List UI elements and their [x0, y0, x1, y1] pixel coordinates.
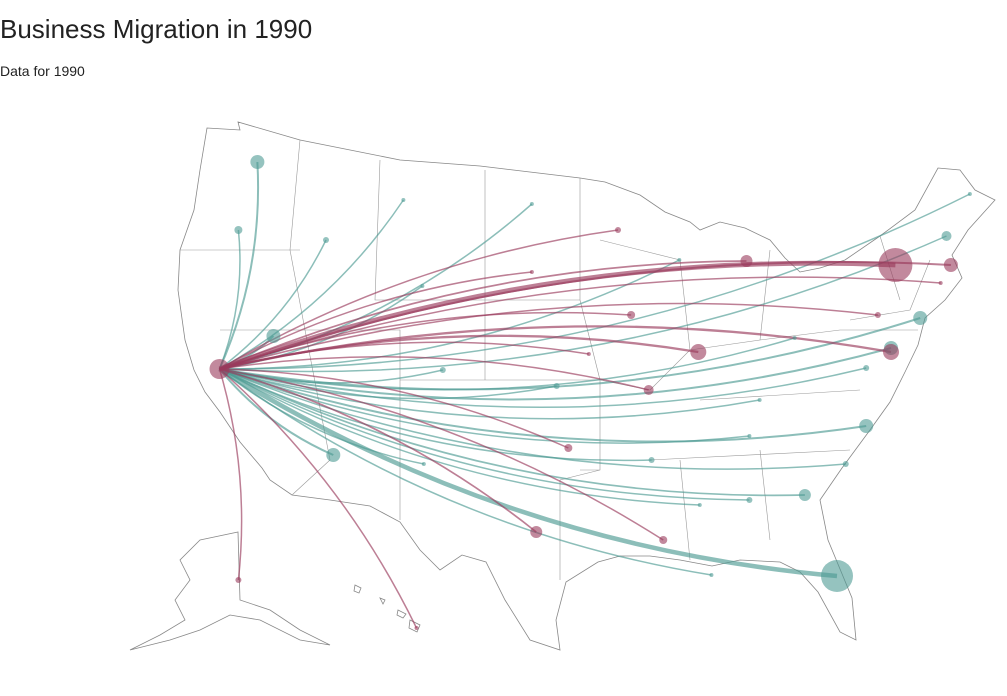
flow-line-39: [219, 260, 951, 370]
flow-endpoint-16: [746, 497, 753, 503]
flow-line-3: [219, 239, 327, 370]
flow-endpoint-21: [863, 365, 870, 371]
flow-line-40: [219, 325, 892, 371]
alaska-outline: [129, 531, 331, 651]
flow-line-14: [219, 368, 846, 470]
flow-endpoint-15: [798, 489, 811, 501]
flow-lines: [218, 161, 971, 629]
flow-endpoint-32: [659, 536, 668, 544]
flow-endpoint-23: [913, 311, 928, 325]
flow-line-16: [219, 368, 750, 501]
flow-endpoint-28: [235, 577, 242, 583]
flow-endpoint-40: [883, 344, 900, 360]
flow-line-30: [219, 368, 537, 533]
flow-endpoint-39: [943, 258, 958, 272]
flow-endpoint-36: [615, 227, 621, 233]
page-title: Business Migration in 1990: [0, 14, 313, 44]
flow-line-15: [219, 368, 805, 497]
flow-line-44: [219, 341, 589, 370]
flow-line-31: [219, 368, 569, 449]
flow-endpoint-30: [530, 526, 543, 538]
flow-line-29: [219, 368, 418, 629]
flow-endpoint-44: [586, 352, 591, 356]
flow-endpoint-42: [938, 281, 943, 285]
flow-endpoint-9: [421, 462, 426, 466]
flow-endpoint-35: [627, 311, 636, 319]
flow-endpoint-5: [529, 202, 534, 206]
hub-circle: [209, 359, 230, 379]
flow-endpoint-2: [266, 329, 281, 343]
flow-endpoint-25: [967, 192, 972, 196]
flow-line-43: [219, 271, 532, 370]
flow-endpoint-31: [564, 444, 573, 452]
flow-endpoint-27: [792, 336, 797, 340]
flow-endpoint-19: [821, 560, 853, 592]
flow-endpoint-7: [439, 367, 446, 373]
flow-line-27: [219, 337, 795, 391]
flow-line-22: [219, 347, 892, 401]
flow-endpoints: [209, 155, 972, 630]
flow-endpoint-12: [747, 434, 752, 438]
flow-line-0: [218, 161, 260, 370]
page-subtitle: Data for 1990: [0, 63, 85, 79]
flow-line-23: [219, 317, 921, 391]
flow-endpoint-26: [677, 258, 682, 262]
flow-line-25: [219, 193, 971, 370]
hawaii-outline: [353, 584, 421, 633]
flow-endpoint-8: [326, 448, 341, 462]
flow-endpoint-14: [842, 461, 849, 467]
flow-endpoint-11: [648, 457, 655, 463]
flow-line-42: [219, 276, 941, 370]
flow-line-24: [219, 235, 947, 373]
flow-endpoint-13: [859, 419, 874, 433]
flow-line-17: [219, 368, 700, 506]
flow-line-32: [219, 368, 664, 541]
flow-line-33: [219, 356, 649, 391]
flow-endpoint-20: [757, 398, 762, 402]
flow-line-41: [219, 302, 878, 370]
flow-line-35: [219, 311, 632, 370]
flow-endpoint-1: [234, 226, 243, 234]
flow-endpoint-37: [740, 255, 753, 267]
flow-endpoint-41: [874, 312, 881, 318]
flow-line-28: [218, 368, 243, 581]
flow-endpoint-0: [250, 155, 265, 169]
flow-line-1: [218, 229, 241, 370]
flow-endpoint-24: [941, 231, 952, 241]
flow-line-5: [219, 203, 533, 370]
flow-endpoint-6: [420, 284, 425, 288]
flow-endpoint-10: [553, 383, 560, 389]
flow-line-37: [219, 260, 747, 370]
flow-endpoint-33: [643, 385, 654, 395]
flow-line-19: [218, 367, 838, 579]
flow-endpoint-43: [529, 270, 534, 274]
flow-endpoint-34: [690, 344, 707, 360]
flow-endpoint-17: [697, 503, 702, 507]
flow-endpoint-4: [401, 198, 406, 202]
flow-line-10: [219, 368, 557, 400]
flow-endpoint-38: [878, 248, 913, 282]
flow-endpoint-3: [323, 237, 329, 243]
flow-endpoint-29: [414, 626, 419, 630]
flow-endpoint-18: [709, 573, 714, 577]
flow-line-18: [219, 368, 712, 576]
